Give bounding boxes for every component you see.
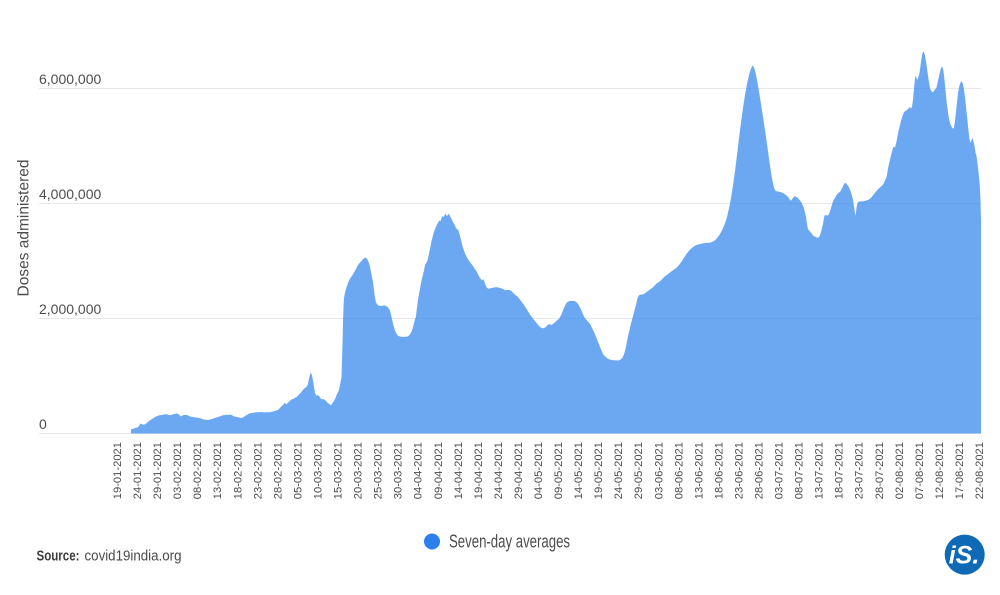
svg-text:17-08-2021: 17-08-2021 xyxy=(954,442,966,499)
svg-text:28-06-2021: 28-06-2021 xyxy=(754,442,766,499)
svg-text:28-02-2021: 28-02-2021 xyxy=(272,442,284,499)
svg-text:18-02-2021: 18-02-2021 xyxy=(232,442,244,499)
svg-text:29-05-2021: 29-05-2021 xyxy=(633,442,645,499)
svg-text:13-06-2021: 13-06-2021 xyxy=(693,442,705,499)
svg-text:29-04-2021: 29-04-2021 xyxy=(513,442,525,499)
svg-text:19-04-2021: 19-04-2021 xyxy=(473,442,485,499)
svg-text:28-07-2021: 28-07-2021 xyxy=(874,442,886,499)
svg-text:12-08-2021: 12-08-2021 xyxy=(934,442,946,499)
svg-text:04-04-2021: 04-04-2021 xyxy=(413,442,425,499)
svg-text:23-02-2021: 23-02-2021 xyxy=(252,442,264,499)
svg-text:30-03-2021: 30-03-2021 xyxy=(393,442,405,499)
svg-text:20-03-2021: 20-03-2021 xyxy=(353,442,365,499)
svg-text:07-08-2021: 07-08-2021 xyxy=(914,442,926,499)
svg-text:18-06-2021: 18-06-2021 xyxy=(713,442,725,499)
svg-text:29-01-2021: 29-01-2021 xyxy=(152,442,164,499)
svg-text:13-02-2021: 13-02-2021 xyxy=(212,442,224,499)
svg-text:08-02-2021: 08-02-2021 xyxy=(192,442,204,499)
svg-text:6,000,000: 6,000,000 xyxy=(39,71,101,87)
svg-text:19-05-2021: 19-05-2021 xyxy=(593,442,605,499)
svg-text:09-05-2021: 09-05-2021 xyxy=(553,442,565,499)
svg-text:03-02-2021: 03-02-2021 xyxy=(172,442,184,499)
svg-text:08-07-2021: 08-07-2021 xyxy=(794,442,806,499)
svg-text:iS.: iS. xyxy=(949,542,980,570)
svg-text:14-04-2021: 14-04-2021 xyxy=(453,442,465,499)
svg-text:Doses administered: Doses administered xyxy=(16,160,33,297)
svg-text:14-05-2021: 14-05-2021 xyxy=(573,442,585,499)
svg-text:24-04-2021: 24-04-2021 xyxy=(493,442,505,499)
svg-text:Source:: Source: xyxy=(37,549,80,565)
svg-text:03-07-2021: 03-07-2021 xyxy=(774,442,786,499)
svg-text:13-07-2021: 13-07-2021 xyxy=(814,442,826,499)
svg-text:22-08-2021: 22-08-2021 xyxy=(974,442,986,499)
svg-text:08-06-2021: 08-06-2021 xyxy=(673,442,685,499)
svg-text:24-01-2021: 24-01-2021 xyxy=(132,442,144,499)
svg-text:0: 0 xyxy=(39,416,47,432)
svg-text:05-03-2021: 05-03-2021 xyxy=(292,442,304,499)
svg-text:09-04-2021: 09-04-2021 xyxy=(433,442,445,499)
svg-text:02-08-2021: 02-08-2021 xyxy=(894,442,906,499)
svg-text:covid19india.org: covid19india.org xyxy=(85,549,182,565)
svg-text:23-06-2021: 23-06-2021 xyxy=(734,442,746,499)
svg-text:19-01-2021: 19-01-2021 xyxy=(112,442,124,499)
svg-text:25-03-2021: 25-03-2021 xyxy=(373,442,385,499)
svg-text:23-07-2021: 23-07-2021 xyxy=(854,442,866,499)
svg-text:4,000,000: 4,000,000 xyxy=(39,186,101,202)
svg-text:04-05-2021: 04-05-2021 xyxy=(533,442,545,499)
svg-text:24-05-2021: 24-05-2021 xyxy=(613,442,625,499)
svg-text:10-03-2021: 10-03-2021 xyxy=(313,442,325,499)
svg-text:18-07-2021: 18-07-2021 xyxy=(834,442,846,499)
svg-text:15-03-2021: 15-03-2021 xyxy=(333,442,345,499)
svg-text:Seven-day averages: Seven-day averages xyxy=(449,532,570,552)
svg-text:03-06-2021: 03-06-2021 xyxy=(653,442,665,499)
svg-text:2,000,000: 2,000,000 xyxy=(39,301,101,317)
